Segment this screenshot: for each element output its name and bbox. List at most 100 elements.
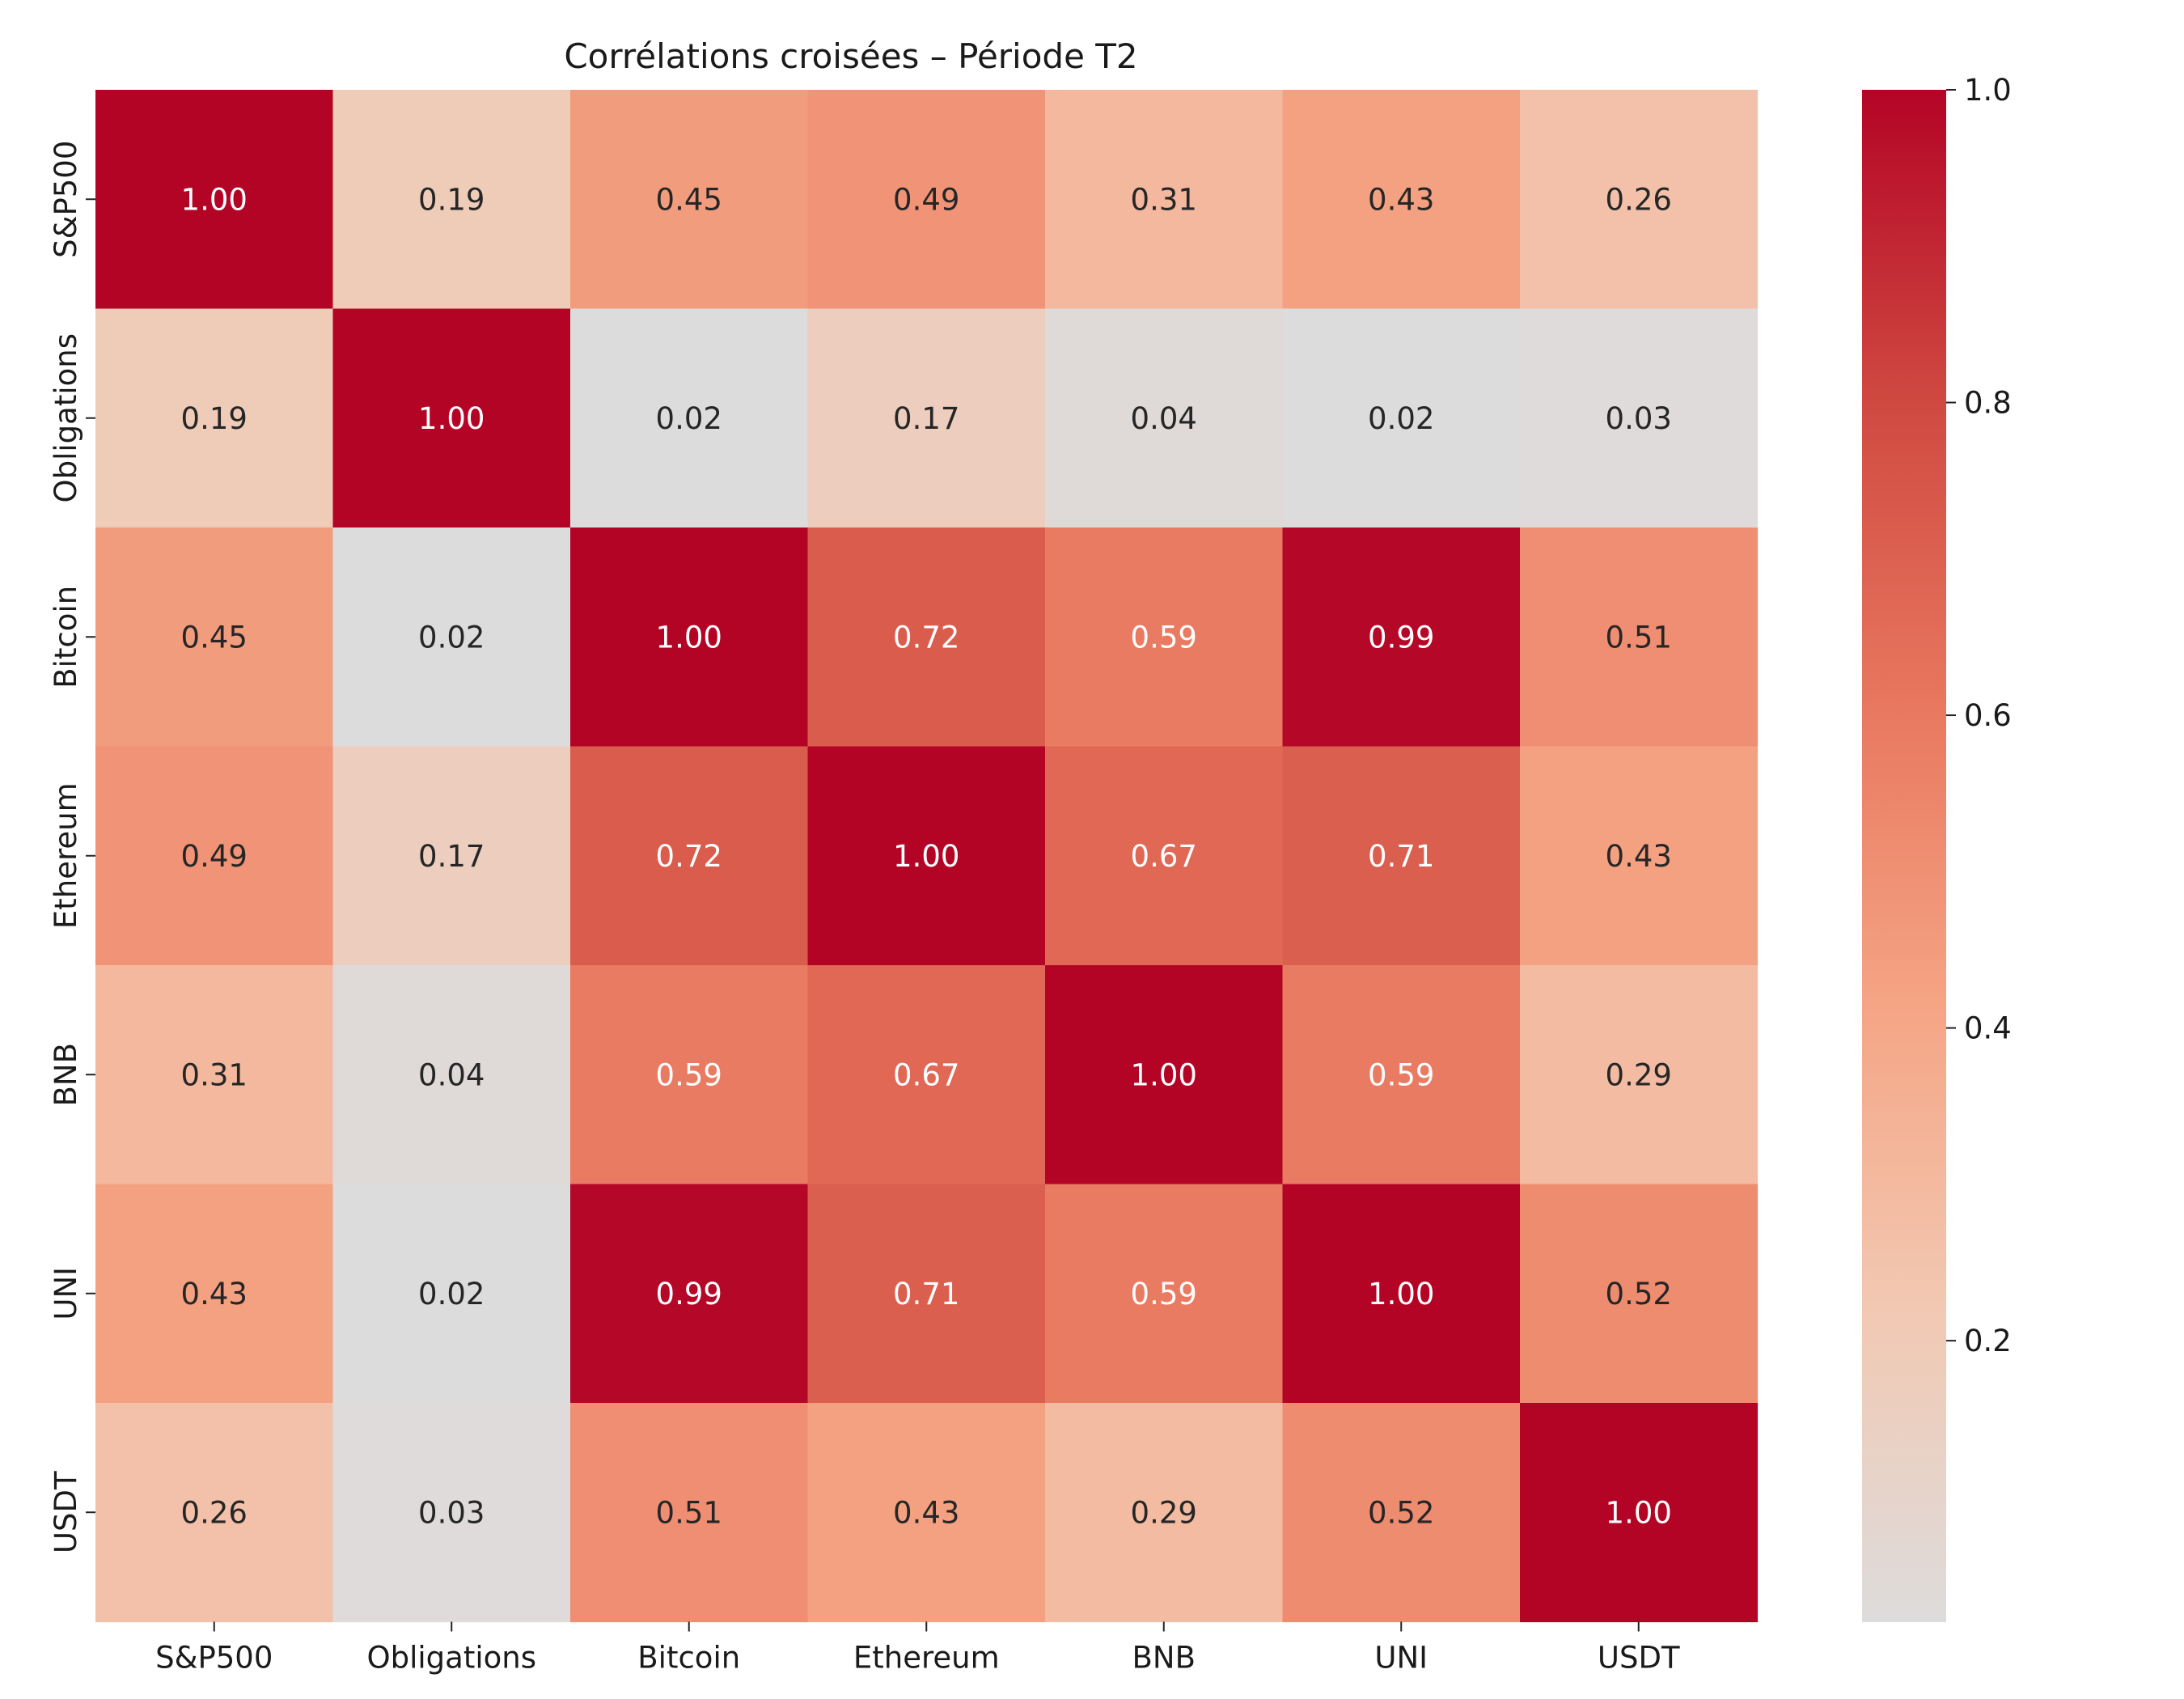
cell-value-label: 0.72: [893, 620, 959, 655]
cell-value-label: 0.31: [181, 1057, 248, 1092]
cell-value-label: 0.04: [1131, 401, 1197, 436]
heatmap-cell-1-1: [332, 308, 571, 528]
heatmap-cell-4-3: [807, 965, 1046, 1185]
x-tick-label: Bitcoin: [637, 1641, 740, 1676]
heatmap-cell-1-0: [95, 308, 334, 528]
heatmap-cell-3-4: [1045, 746, 1284, 966]
cell-value-label: 0.19: [418, 182, 485, 217]
y-tick-label: S&P500: [49, 141, 83, 258]
cell-value-label: 0.67: [893, 1057, 959, 1092]
cell-value-label: 0.51: [1606, 620, 1672, 655]
cell-value-label: 1.00: [893, 839, 959, 874]
cell-value-label: 0.67: [1131, 839, 1197, 874]
x-tick-label: BNB: [1132, 1641, 1196, 1676]
cell-value-label: 0.31: [1131, 182, 1197, 217]
cell-value-label: 0.52: [1368, 1495, 1434, 1530]
colorbar-tick-label: 0.8: [1964, 386, 2012, 421]
heatmap-cell-4-6: [1520, 965, 1759, 1185]
colorbar-tick-label: 0.6: [1964, 698, 2012, 733]
heatmap-cell-5-4: [1045, 1184, 1284, 1404]
heatmap-cell-4-1: [332, 965, 571, 1185]
cell-value-label: 0.02: [418, 1277, 485, 1311]
x-tick-label: UNI: [1374, 1641, 1428, 1676]
cell-value-label: 0.26: [181, 1495, 248, 1530]
cell-value-label: 0.04: [418, 1057, 485, 1092]
y-tick-label: USDT: [49, 1471, 83, 1553]
cell-value-label: 0.49: [893, 182, 959, 217]
cell-value-label: 0.59: [1368, 1057, 1434, 1092]
cell-value-label: 1.00: [181, 182, 248, 217]
heatmap-cell-6-3: [807, 1403, 1046, 1623]
heatmap-cell-0-0: [95, 90, 334, 310]
cell-value-label: 0.59: [656, 1057, 722, 1092]
cell-value-label: 0.29: [1131, 1495, 1197, 1530]
y-tick-label: BNB: [49, 1043, 83, 1106]
cell-value-label: 0.43: [181, 1277, 248, 1311]
cell-value-label: 0.02: [418, 620, 485, 655]
colorbar-gradient: [1862, 90, 1946, 1622]
chart-title: Corrélations croisées – Période T2: [564, 36, 1137, 76]
y-tick-label: Ethereum: [49, 782, 83, 929]
heatmap-cell-3-2: [570, 746, 809, 966]
cell-value-label: 0.03: [1606, 401, 1672, 436]
cell-value-label: 0.02: [656, 401, 722, 436]
heatmap-cell-6-5: [1282, 1403, 1521, 1623]
x-tick-label: Ethereum: [853, 1641, 1000, 1676]
colorbar: 0.2 0.4 0.6 0.8 1.0: [1862, 73, 2012, 1622]
heatmap-cell-5-0: [95, 1184, 334, 1404]
cell-value-label: 0.72: [656, 839, 722, 874]
heatmap-cell-1-2: [570, 308, 809, 528]
heatmap-cell-0-6: [1520, 90, 1759, 310]
colorbar-tick-label: 1.0: [1964, 73, 2012, 108]
heatmap-cell-2-0: [95, 527, 334, 748]
heatmap-cell-5-5: [1282, 1184, 1521, 1404]
x-axis: S&P500 Obligations Bitcoin Ethereum BNB UNI US…: [155, 1621, 1680, 1676]
heatmap-cell-3-3: [807, 746, 1046, 966]
cell-value-label: 0.49: [181, 839, 248, 874]
x-tick-label: S&P500: [155, 1641, 273, 1676]
y-tick-label: UNI: [49, 1267, 83, 1320]
x-tick-label: Obligations: [367, 1641, 536, 1676]
heatmap-cell-5-3: [807, 1184, 1046, 1404]
cell-value-label: 0.99: [1368, 620, 1434, 655]
cell-value-label: 0.71: [1368, 839, 1434, 874]
cell-value-label: 0.43: [1368, 182, 1434, 217]
cell-value-label: 0.19: [181, 401, 248, 436]
cell-value-label: 0.51: [656, 1495, 722, 1530]
heatmap-cell-1-6: [1520, 308, 1759, 528]
heatmap-cell-2-1: [332, 527, 571, 748]
colorbar-tick-label: 0.2: [1964, 1324, 2012, 1358]
cell-value-label: 0.43: [893, 1495, 959, 1530]
heatmap-cell-6-1: [332, 1403, 571, 1623]
heatmap-cell-5-2: [570, 1184, 809, 1404]
cell-value-label: 0.03: [418, 1495, 485, 1530]
cell-value-label: 1.00: [656, 620, 722, 655]
heatmap-cell-2-2: [570, 527, 809, 748]
heatmap-cell-1-4: [1045, 308, 1284, 528]
cell-value-label: 0.71: [893, 1277, 959, 1311]
heatmap-cell-3-1: [332, 746, 571, 966]
cell-value-label: 0.45: [181, 620, 248, 655]
cell-value-label: 0.17: [893, 401, 959, 436]
heatmap-cell-2-4: [1045, 527, 1284, 748]
cell-value-label: 0.43: [1606, 839, 1672, 874]
heatmap-cell-6-6: [1520, 1403, 1759, 1623]
cell-value-label: 0.52: [1606, 1277, 1672, 1311]
heatmap-cell-0-4: [1045, 90, 1284, 310]
heatmap-cell-6-2: [570, 1403, 809, 1623]
heatmap-cell-labels: 1.00 0.19 0.45 0.49 0.31 0.43 0.26 0.19 1.00 0.02…: [181, 182, 1672, 1530]
heatmap-cell-5-1: [332, 1184, 571, 1404]
y-axis: S&P500 Obligations Bitcoin Ethereum BNB UNI US…: [49, 141, 95, 1553]
cell-value-label: 0.26: [1606, 182, 1672, 217]
heatmap-cell-0-2: [570, 90, 809, 310]
cell-value-label: 1.00: [418, 401, 485, 436]
heatmap-cell-1-3: [807, 308, 1046, 528]
heatmap-cell-6-4: [1045, 1403, 1284, 1623]
heatmap-cell-3-5: [1282, 746, 1521, 966]
heatmap-cell-0-5: [1282, 90, 1521, 310]
heatmap-cell-2-3: [807, 527, 1046, 748]
cell-value-label: 1.00: [1368, 1277, 1434, 1311]
cell-value-label: 1.00: [1606, 1495, 1672, 1530]
heatmap-cell-1-5: [1282, 308, 1521, 528]
